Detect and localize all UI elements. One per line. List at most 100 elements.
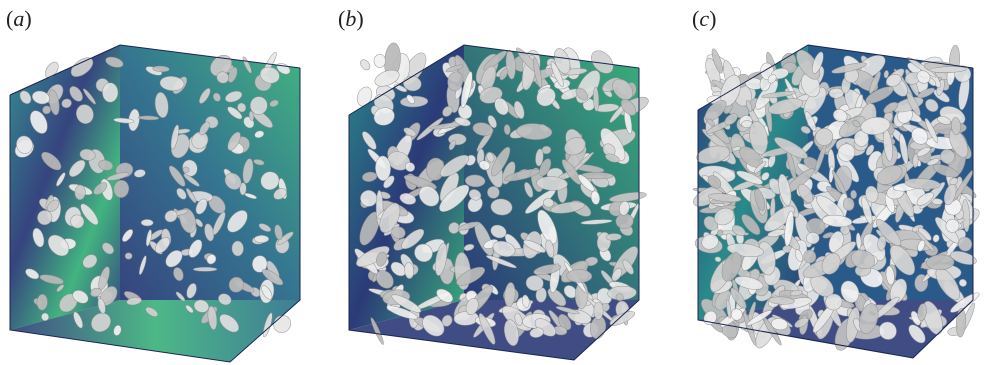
- isosurface-blob: [448, 140, 456, 151]
- isosurface-blob: [478, 313, 496, 345]
- isosurface-blob: [463, 243, 475, 251]
- isosurface-blob: [460, 71, 473, 108]
- isosurface-blob: [225, 90, 243, 103]
- isosurface-blob: [555, 306, 580, 315]
- isosurface-blob: [906, 57, 937, 78]
- isosurface-blob: [883, 101, 899, 114]
- isosurface-blob: [730, 287, 747, 309]
- isosurface-blob: [379, 202, 401, 233]
- isosurface-blob: [124, 252, 133, 260]
- isosurface-blob: [391, 226, 406, 239]
- isosurface-blob: [504, 169, 540, 182]
- panel-label-b: (b): [338, 6, 364, 31]
- isosurface-blob: [955, 308, 966, 338]
- isosurface-blob: [373, 107, 395, 126]
- isosurface-blob: [442, 106, 453, 117]
- isosurface-blob: [70, 57, 94, 77]
- isosurface-blob: [886, 73, 902, 87]
- isosurface-blob: [926, 254, 955, 271]
- isosurface-blob: [917, 303, 927, 321]
- isosurface-blob: [575, 87, 589, 101]
- isosurface-blob: [436, 288, 454, 303]
- isosurface-blob: [711, 48, 723, 74]
- isosurface-blob: [922, 301, 943, 335]
- turbulence-cube-b: [348, 42, 649, 361]
- isosurface-blob: [696, 145, 730, 164]
- isosurface-blob: [56, 172, 66, 187]
- isosurface-blob: [806, 232, 820, 245]
- isosurface-blob: [373, 54, 386, 68]
- isosurface-blob: [258, 223, 272, 232]
- isosurface-blob: [242, 158, 254, 184]
- isosurface-blob: [916, 70, 931, 84]
- isosurface-blob: [865, 144, 875, 156]
- isosurface-blob: [838, 116, 866, 138]
- isosurface-blob: [186, 283, 197, 299]
- isosurface-blob: [736, 170, 763, 185]
- isosurface-blob: [615, 293, 624, 302]
- isosurface-blob: [731, 224, 746, 237]
- isosurface-blob: [797, 183, 814, 204]
- isosurface-blob: [248, 110, 255, 121]
- isosurface-blob: [404, 262, 414, 279]
- isosurface-blob: [869, 71, 881, 94]
- isosurface-blob: [853, 130, 869, 147]
- isosurface-blob: [207, 305, 218, 330]
- isosurface-blob: [48, 89, 60, 116]
- isosurface-blob: [558, 314, 572, 331]
- isosurface-blob: [840, 280, 860, 303]
- isosurface-blob: [732, 146, 741, 152]
- isosurface-blob: [122, 229, 134, 242]
- isosurface-blob: [770, 318, 789, 331]
- isosurface-blob: [774, 137, 808, 159]
- isosurface-blob: [212, 211, 226, 235]
- isosurface-blob: [951, 117, 961, 136]
- isosurface-blob: [68, 159, 86, 177]
- isosurface-blob: [259, 66, 280, 84]
- isosurface-blob: [537, 209, 558, 245]
- isosurface-blob: [707, 193, 742, 203]
- isosurface-blob: [609, 311, 635, 326]
- isosurface-blob: [253, 159, 265, 166]
- isosurface-blob: [767, 74, 777, 84]
- isosurface-blob: [356, 86, 373, 107]
- isosurface-blob: [182, 166, 190, 173]
- panel-label-a: (a): [6, 6, 32, 31]
- isosurface-blob: [724, 113, 738, 126]
- isosurface-blob: [164, 210, 178, 223]
- isosurface-blob: [487, 186, 500, 199]
- isosurface-blob: [73, 311, 83, 329]
- isosurface-blob: [486, 152, 495, 163]
- isosurface-blob: [139, 255, 147, 275]
- isosurface-blob: [70, 214, 85, 229]
- isosurface-blob: [877, 235, 887, 251]
- isosurface-blob: [472, 122, 494, 136]
- isosurface-blob: [513, 100, 525, 119]
- isosurface-blob: [439, 154, 469, 177]
- isosurface-blob: [861, 196, 873, 225]
- isosurface-blob: [618, 201, 630, 216]
- isosurface-blob: [465, 174, 486, 188]
- isosurface-blob: [730, 308, 743, 321]
- isosurface-blob: [414, 243, 433, 263]
- isosurface-blob: [950, 250, 977, 265]
- isosurface-blob: [780, 297, 812, 310]
- isosurface-blob: [945, 218, 960, 233]
- isosurface-blob: [212, 92, 221, 102]
- isosurface-blob: [524, 181, 534, 198]
- isosurface-blob: [76, 104, 94, 124]
- isosurface-blob: [47, 199, 60, 212]
- isosurface-blob: [605, 153, 620, 163]
- isosurface-blob: [91, 312, 111, 333]
- isosurface-blob: [403, 127, 417, 137]
- turbulence-cube-a: [9, 44, 301, 363]
- isosurface-blob: [753, 161, 767, 174]
- isosurface-blob: [754, 188, 766, 211]
- isosurface-blob: [210, 55, 232, 77]
- isosurface-blob: [152, 65, 170, 73]
- isosurface-blob: [865, 185, 879, 203]
- isosurface-blob: [545, 239, 555, 258]
- isosurface-blob: [804, 111, 817, 132]
- isosurface-blob: [445, 64, 464, 73]
- isosurface-blob: [406, 94, 415, 104]
